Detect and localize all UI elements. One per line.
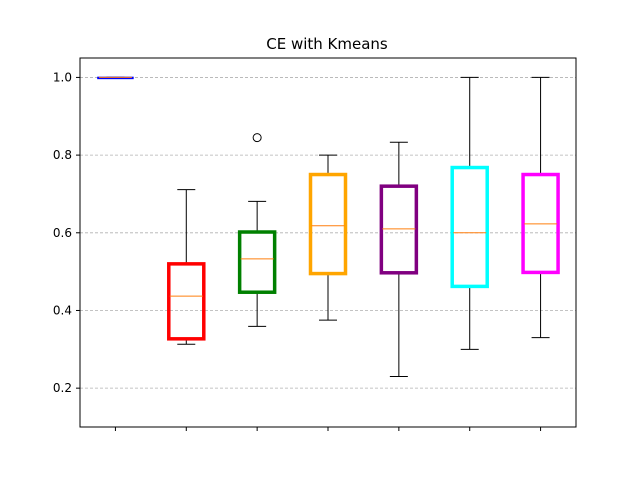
iqr-box [450,165,489,289]
y-tick-label: 0.4 [53,303,72,317]
y-tick-label: 0.6 [53,226,72,240]
axis-ticks: 0.2 0.4 0.6 0.8 1.0 [53,70,542,431]
iqr-box [308,172,348,276]
boxes [97,76,560,378]
y-tick-label: 0.8 [53,148,72,162]
box-1 [97,76,134,80]
iqr-box [167,262,206,341]
box-5 [379,141,419,378]
box-3 [237,133,277,327]
outlier-point [252,133,262,143]
axes-frame [79,57,577,428]
chart-title: CE with Kmeans [266,35,388,53]
box-7 [521,76,560,339]
gridlines [80,77,576,389]
y-tick-label: 1.0 [53,70,72,84]
iqr-box [379,184,419,275]
iqr-box [521,172,560,275]
box-2 [167,189,206,345]
box-4 [308,154,348,321]
iqr-box [237,230,277,294]
y-tick-label: 0.2 [53,381,72,395]
box-6 [450,76,489,350]
